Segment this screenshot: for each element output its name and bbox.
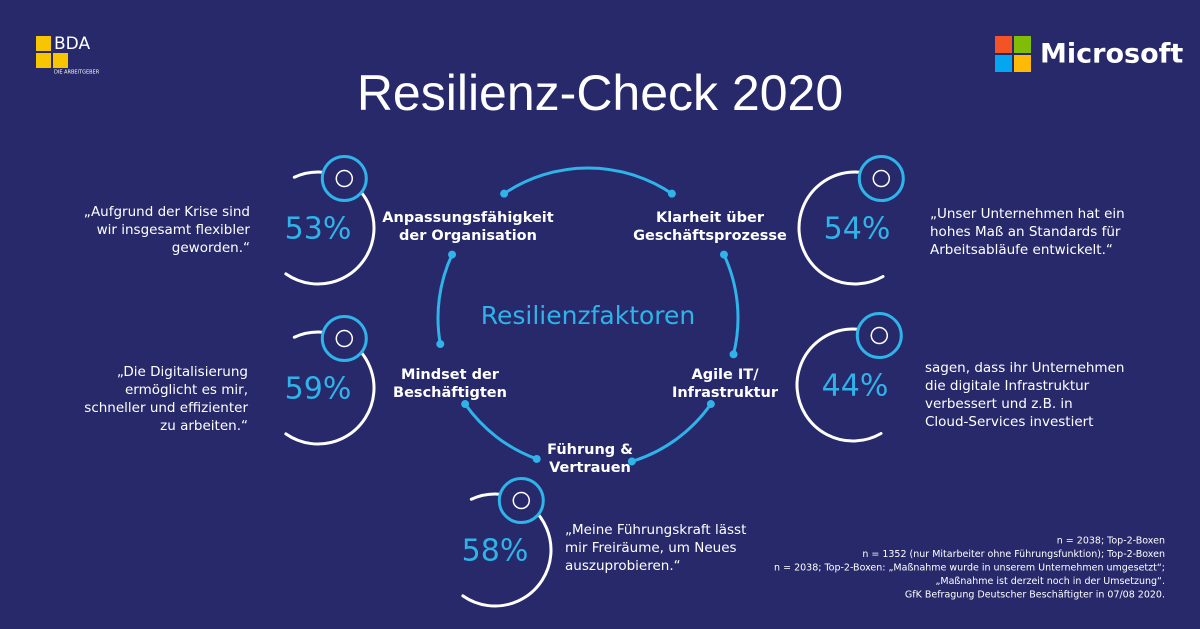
stat-quote: die digitale Infrastruktur bbox=[925, 378, 1090, 394]
stat-percent: 44% bbox=[822, 369, 889, 404]
cycle-dot bbox=[627, 457, 636, 466]
footnote: n = 1352 (nur Mitarbeiter ohne Führungsf… bbox=[862, 549, 1165, 560]
factor-label: Beschäftigten bbox=[393, 385, 507, 401]
microsoft-name: Microsoft bbox=[1040, 39, 1183, 70]
factor-label: Mindset der bbox=[401, 367, 500, 383]
icon-glyph bbox=[512, 491, 531, 510]
stat-quote: auszuprobieren.“ bbox=[565, 558, 681, 574]
factor-label: der Organisation bbox=[399, 228, 537, 244]
cycle-dot bbox=[461, 400, 470, 409]
center-title: Resilienzfaktoren bbox=[481, 301, 696, 330]
icon-circle bbox=[320, 155, 368, 203]
stat-quote: sagen, dass ihr Unternehmen bbox=[925, 360, 1124, 376]
factor-label: Geschäftsprozesse bbox=[633, 228, 787, 244]
icon-glyph bbox=[335, 169, 354, 188]
factor-label: Führung & bbox=[547, 442, 633, 458]
factor-label: Anpassungsfähigkeit bbox=[382, 210, 553, 226]
stat-quote: Arbeitsabläufe entwickelt.“ bbox=[930, 242, 1113, 258]
cycle-arc bbox=[630, 402, 713, 463]
bda-name: BDA bbox=[54, 34, 90, 54]
icon-glyph bbox=[872, 169, 891, 188]
bda-tagline: DIE ARBEITGEBER bbox=[54, 70, 100, 76]
cycle-dot bbox=[729, 350, 738, 359]
factor-label: Infrastruktur bbox=[672, 385, 779, 401]
cycle-dot bbox=[706, 400, 715, 409]
icon-circle bbox=[320, 315, 368, 363]
stat-quote: geworden.“ bbox=[172, 240, 250, 256]
cycle-dot bbox=[500, 189, 509, 198]
stat-percent: 59% bbox=[285, 372, 352, 407]
stat-quote: hohes Maß an Standards für bbox=[930, 224, 1121, 240]
stat-quote: mir Freiräume, um Neues bbox=[565, 540, 737, 556]
cycle-dot bbox=[532, 454, 541, 463]
stat-ring bbox=[795, 327, 883, 443]
footnote: „Maßnahme ist derzeit noch in der Umsetz… bbox=[935, 576, 1165, 587]
icon-glyph bbox=[335, 329, 354, 348]
stat-quote: schneller und effizienter bbox=[84, 400, 248, 416]
cycle-dot bbox=[667, 189, 676, 198]
footnote: n = 2038; Top-2-Boxen bbox=[1057, 536, 1165, 547]
footnote: GfK Befragung Deutscher Beschäftigter in… bbox=[905, 590, 1165, 601]
stat-ring bbox=[797, 170, 885, 286]
stat-quote: wir insgesamt flexibler bbox=[97, 222, 251, 238]
icon-circle bbox=[857, 155, 905, 203]
cycle-dot bbox=[719, 250, 728, 259]
cycle-arc bbox=[463, 402, 539, 461]
icon-circle bbox=[855, 312, 903, 360]
factor-label: Klarheit über bbox=[656, 210, 765, 226]
factor-label: Vertrauen bbox=[549, 460, 631, 476]
cycle-arc bbox=[722, 253, 740, 356]
stat-quote: „Die Digitalisierung bbox=[117, 364, 248, 380]
bda-logo: BDA DIE ARBEITGEBER bbox=[36, 34, 100, 76]
stat-percent: 53% bbox=[285, 212, 352, 247]
factor-label: Agile IT/ bbox=[691, 367, 759, 383]
stat-quote: ermöglicht es mir, bbox=[125, 382, 248, 398]
cycle-dot bbox=[448, 250, 457, 259]
cycle-arc bbox=[436, 253, 454, 346]
stat-quote: „Aufgrund der Krise sind bbox=[84, 204, 250, 220]
title: Resilienz-Check 2020 bbox=[357, 65, 843, 121]
stat-quote: verbessert und z.B. in bbox=[925, 396, 1073, 412]
stat-percent: 54% bbox=[824, 212, 891, 247]
stat-quote: „Meine Führungskraft lässt bbox=[565, 522, 746, 538]
stat-quote: zu arbeiten.“ bbox=[160, 418, 248, 434]
icon-glyph bbox=[870, 326, 889, 345]
cycle-dot bbox=[436, 340, 445, 349]
microsoft-logo: Microsoft bbox=[995, 36, 1183, 72]
stat-percent: 58% bbox=[462, 534, 529, 569]
stat-quote: „Unser Unternehmen hat ein bbox=[930, 206, 1125, 222]
footnote: n = 2038; Top-2-Boxen: „Maßnahme wurde i… bbox=[774, 563, 1165, 574]
icon-circle bbox=[497, 477, 545, 525]
stat-quote: Cloud-Services investiert bbox=[925, 414, 1093, 430]
cycle-arc bbox=[502, 166, 674, 196]
